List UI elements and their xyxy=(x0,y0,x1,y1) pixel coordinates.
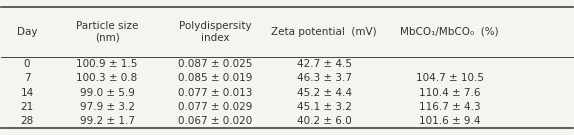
Text: 116.7 ± 4.3: 116.7 ± 4.3 xyxy=(419,102,480,112)
Text: 45.2 ± 4.4: 45.2 ± 4.4 xyxy=(297,88,352,98)
Text: 21: 21 xyxy=(21,102,34,112)
Text: Polydispersity
index: Polydispersity index xyxy=(179,21,252,43)
Text: 14: 14 xyxy=(21,88,34,98)
Text: 97.9 ± 3.2: 97.9 ± 3.2 xyxy=(80,102,134,112)
Text: 0.077 ± 0.029: 0.077 ± 0.029 xyxy=(179,102,253,112)
Text: 0.077 ± 0.013: 0.077 ± 0.013 xyxy=(179,88,253,98)
Text: Particle size
(nm): Particle size (nm) xyxy=(76,21,138,43)
Text: 100.3 ± 0.8: 100.3 ± 0.8 xyxy=(76,73,138,83)
Text: 7: 7 xyxy=(24,73,30,83)
Text: 110.4 ± 7.6: 110.4 ± 7.6 xyxy=(419,88,480,98)
Text: 28: 28 xyxy=(21,116,34,126)
Text: Day: Day xyxy=(17,27,37,37)
Text: 0.085 ± 0.019: 0.085 ± 0.019 xyxy=(179,73,253,83)
Text: 101.6 ± 9.4: 101.6 ± 9.4 xyxy=(419,116,480,126)
Text: 45.1 ± 3.2: 45.1 ± 3.2 xyxy=(297,102,352,112)
Text: MbCO₁/MbCO₀  (%): MbCO₁/MbCO₀ (%) xyxy=(401,27,499,37)
Text: 0: 0 xyxy=(24,59,30,69)
Text: 99.0 ± 5.9: 99.0 ± 5.9 xyxy=(80,88,134,98)
Text: 42.7 ± 4.5: 42.7 ± 4.5 xyxy=(297,59,352,69)
Text: 99.2 ± 1.7: 99.2 ± 1.7 xyxy=(80,116,134,126)
Text: 104.7 ± 10.5: 104.7 ± 10.5 xyxy=(416,73,484,83)
Text: 100.9 ± 1.5: 100.9 ± 1.5 xyxy=(76,59,138,69)
Text: 0.067 ± 0.020: 0.067 ± 0.020 xyxy=(179,116,253,126)
Text: 46.3 ± 3.7: 46.3 ± 3.7 xyxy=(297,73,352,83)
Text: 40.2 ± 6.0: 40.2 ± 6.0 xyxy=(297,116,351,126)
Text: 0.087 ± 0.025: 0.087 ± 0.025 xyxy=(179,59,253,69)
Text: Zeta potential  (mV): Zeta potential (mV) xyxy=(272,27,377,37)
